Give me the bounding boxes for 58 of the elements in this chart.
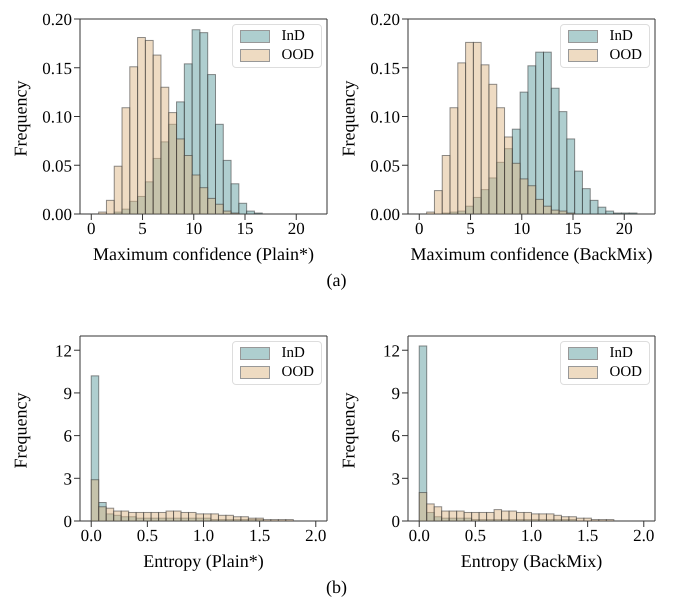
- y-tick-label: 9: [64, 384, 72, 403]
- y-tick-label: 0.00: [42, 205, 72, 224]
- x-tick-label: 1.0: [520, 526, 542, 546]
- y-tick-label: 0: [64, 512, 72, 532]
- y-tick-label: 0.10: [42, 108, 72, 127]
- y-tick-label: 0.10: [370, 108, 400, 127]
- x-tick-label: 0: [87, 219, 96, 238]
- legend-label: InD: [610, 345, 633, 362]
- y-tick-label: 6: [392, 426, 400, 446]
- y-tick-label: 3: [392, 469, 400, 488]
- x-tick-label: 0.0: [408, 526, 430, 546]
- y-tick-label: 6: [64, 426, 72, 446]
- y-tick-label: 0.15: [370, 58, 400, 78]
- x-tick-label: 1.5: [577, 526, 598, 546]
- x-tick-label: 5: [138, 219, 147, 238]
- y-axis-title: Frequency: [10, 80, 30, 156]
- y-tick-label: 0.20: [42, 10, 72, 30]
- y-tick-label: 0.15: [42, 58, 72, 78]
- x-tick-label: 5: [466, 219, 475, 238]
- y-tick-label: 0.05: [42, 156, 72, 176]
- x-tick-label: 10: [513, 219, 530, 238]
- y-axis-title: Frequency: [338, 392, 358, 468]
- legend-label: OOD: [282, 364, 314, 381]
- legend-label: OOD: [610, 47, 642, 64]
- x-tick-label: 0.5: [464, 526, 486, 546]
- legend-label: InD: [282, 345, 305, 362]
- legend-label: InD: [282, 28, 305, 45]
- y-tick-label: 12: [383, 341, 400, 360]
- x-tick-label: 1.5: [249, 526, 270, 546]
- x-tick-label: 20: [288, 219, 305, 238]
- y-tick-label: 3: [64, 469, 72, 488]
- y-axis-title: Frequency: [338, 80, 358, 156]
- y-tick-label: 0: [392, 512, 400, 532]
- x-tick-label: 2.0: [633, 526, 654, 546]
- x-tick-label: 10: [185, 219, 202, 238]
- x-tick-label: 0.5: [136, 526, 158, 546]
- y-tick-label: 0.00: [370, 205, 400, 224]
- x-tick-label: 0: [415, 219, 424, 238]
- legend-label: OOD: [282, 47, 314, 64]
- x-tick-label: 2.0: [305, 526, 326, 546]
- text: (a): [326, 270, 348, 291]
- x-axis-title: Entropy (Plain*): [143, 551, 264, 571]
- x-axis-title: Entropy (BackMix): [460, 551, 602, 571]
- legend-label: InD: [610, 28, 633, 45]
- y-axis-title: Frequency: [10, 392, 30, 468]
- x-axis-title: Maximum confidence (BackMix): [410, 244, 652, 264]
- x-tick-label: 1.0: [192, 526, 214, 546]
- x-tick-label: 0.0: [80, 526, 102, 546]
- y-tick-label: 0.05: [370, 156, 400, 176]
- x-axis-title: Maximum confidence (Plain*): [93, 244, 314, 264]
- x-tick-label: 15: [236, 219, 254, 238]
- x-tick-label: 15: [564, 219, 582, 238]
- x-tick-label: 20: [616, 219, 633, 238]
- y-tick-label: 0.20: [370, 10, 400, 30]
- legend-label: OOD: [610, 364, 642, 381]
- text: (b): [325, 577, 348, 598]
- y-tick-label: 12: [55, 341, 72, 360]
- y-tick-label: 9: [392, 384, 400, 403]
